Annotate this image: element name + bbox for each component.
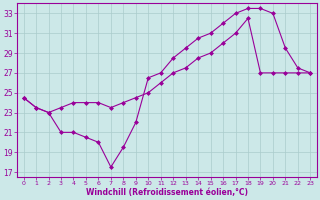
- X-axis label: Windchill (Refroidissement éolien,°C): Windchill (Refroidissement éolien,°C): [86, 188, 248, 197]
